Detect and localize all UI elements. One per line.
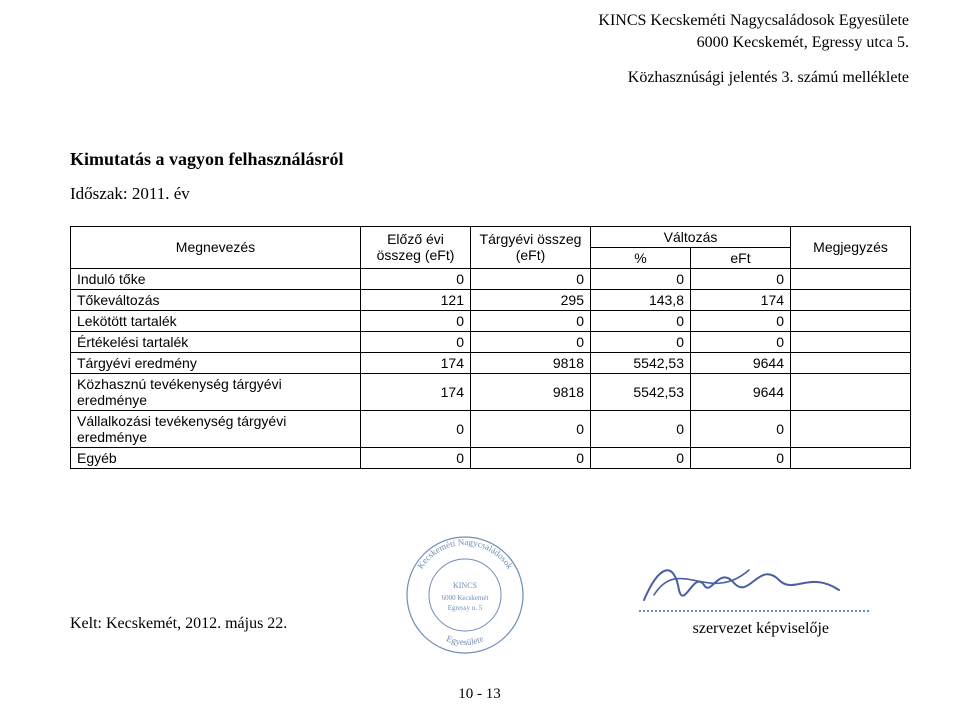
col-header-name: Megnevezés [71, 226, 361, 268]
table-row: Tőkeváltozás121295143,8174 [71, 289, 911, 310]
table-head: Megnevezés Előző évi összeg (eFt) Tárgyé… [71, 226, 911, 268]
cell-note [791, 310, 911, 331]
cell-curr: 9818 [471, 373, 591, 410]
table-row: Vállalkozási tevékenység tárgyévi eredmé… [71, 410, 911, 447]
table-row: Induló tőke0000 [71, 268, 911, 289]
table-row: Lekötött tartalék0000 [71, 310, 911, 331]
cell-curr: 0 [471, 310, 591, 331]
table-row: Egyéb0000 [71, 447, 911, 468]
cell-note [791, 331, 911, 352]
col-header-change-eft: eFt [691, 247, 791, 268]
date-place-line: Kelt: Kecskemét, 2012. május 22. [70, 615, 287, 633]
col-header-change: Változás [591, 226, 791, 247]
cell-prev: 0 [361, 268, 471, 289]
cell-prev: 0 [361, 410, 471, 447]
report-period: Időszak: 2011. év [70, 184, 909, 204]
cell-curr: 0 [471, 268, 591, 289]
cell-prev: 121 [361, 289, 471, 310]
cell-eft: 0 [691, 310, 791, 331]
cell-note [791, 268, 911, 289]
cell-note [791, 352, 911, 373]
cell-curr: 9818 [471, 352, 591, 373]
cell-eft: 0 [691, 447, 791, 468]
svg-text:Kecskeméti Nagycsaládosok: Kecskeméti Nagycsaládosok [415, 537, 515, 571]
cell-note [791, 373, 911, 410]
cell-eft: 0 [691, 410, 791, 447]
cell-prev: 174 [361, 352, 471, 373]
asset-usage-table: Megnevezés Előző évi összeg (eFt) Tárgyé… [70, 226, 911, 469]
cell-prev: 0 [361, 310, 471, 331]
col-header-change-pct: % [591, 247, 691, 268]
cell-eft: 0 [691, 268, 791, 289]
col-header-prev: Előző évi összeg (eFt) [361, 226, 471, 268]
cell-pct: 0 [591, 410, 691, 447]
cell-eft: 0 [691, 331, 791, 352]
cell-eft: 9644 [691, 373, 791, 410]
row-label: Vállalkozási tevékenység tárgyévi eredmé… [71, 410, 361, 447]
signature-area: Kelt: Kecskemét, 2012. május 22. Kecskem… [70, 500, 909, 670]
cell-pct: 0 [591, 447, 691, 468]
col-header-note: Megjegyzés [791, 226, 911, 268]
col-header-curr: Tárgyévi összeg (eFt) [471, 226, 591, 268]
title-block: Kimutatás a vagyon felhasználásról Idősz… [70, 149, 909, 204]
cell-curr: 0 [471, 331, 591, 352]
cell-prev: 0 [361, 447, 471, 468]
cell-note [791, 289, 911, 310]
cell-eft: 9644 [691, 352, 791, 373]
row-label: Lekötött tartalék [71, 310, 361, 331]
table-row: Tárgyévi eredmény17498185542,539644 [71, 352, 911, 373]
svg-text:Egyesülete: Egyesülete [445, 633, 485, 647]
cell-pct: 0 [591, 268, 691, 289]
report-title: Kimutatás a vagyon felhasználásról [70, 149, 344, 169]
row-label: Egyéb [71, 447, 361, 468]
document-page: KINCS Kecskeméti Nagycsaládosok Egyesüle… [0, 0, 959, 713]
cell-note [791, 447, 911, 468]
cell-curr: 0 [471, 410, 591, 447]
cell-pct: 5542,53 [591, 373, 691, 410]
svg-text:KINCS: KINCS [453, 581, 477, 590]
attachment-line: Közhasznúsági jelentés 3. számú mellékle… [70, 67, 909, 89]
row-label: Értékelési tartalék [71, 331, 361, 352]
org-name: KINCS Kecskeméti Nagycsaládosok Egyesüle… [70, 10, 909, 32]
cell-pct: 143,8 [591, 289, 691, 310]
cell-pct: 5542,53 [591, 352, 691, 373]
cell-note [791, 410, 911, 447]
cell-curr: 295 [471, 289, 591, 310]
row-label: Tárgyévi eredmény [71, 352, 361, 373]
cell-prev: 174 [361, 373, 471, 410]
table-body: Induló tőke0000Tőkeváltozás121295143,817… [71, 268, 911, 468]
page-number: 10 - 13 [0, 686, 959, 703]
cell-eft: 174 [691, 289, 791, 310]
signature-role-label: szervezet képviselője [693, 620, 829, 638]
table-row: Értékelési tartalék0000 [71, 331, 911, 352]
row-label: Induló tőke [71, 268, 361, 289]
stamp-icon: Kecskeméti Nagycsaládosok Egyesülete KIN… [390, 520, 540, 670]
cell-pct: 0 [591, 331, 691, 352]
svg-text:6000 Kecskemét: 6000 Kecskemét [442, 594, 489, 602]
row-label: Tőkeváltozás [71, 289, 361, 310]
svg-text:Egressy u. 5: Egressy u. 5 [448, 604, 483, 612]
table-row: Közhasznú tevékenység tárgyévi eredménye… [71, 373, 911, 410]
signature-scribble-icon [639, 545, 849, 615]
row-label: Közhasznú tevékenység tárgyévi eredménye [71, 373, 361, 410]
org-address: 6000 Kecskemét, Egressy utca 5. [70, 32, 909, 54]
cell-pct: 0 [591, 310, 691, 331]
document-header: KINCS Kecskeméti Nagycsaládosok Egyesüle… [70, 10, 909, 89]
signature-line [639, 610, 869, 612]
cell-curr: 0 [471, 447, 591, 468]
cell-prev: 0 [361, 331, 471, 352]
